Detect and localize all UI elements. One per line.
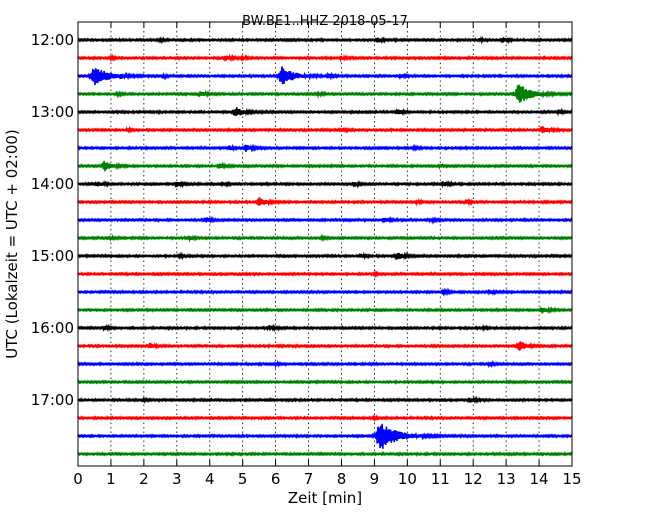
trace-1630 [77, 359, 573, 369]
trace-1430 [77, 215, 573, 225]
x-tick-label: 14 [530, 470, 549, 488]
x-axis: 0 1 2 3 4 5 6 7 8 9 10 11 12 13 14 15 [73, 22, 582, 488]
trace-1530 [77, 287, 573, 297]
trace-1645 [77, 379, 573, 385]
x-tick-label: 3 [172, 470, 182, 488]
trace-1700 [77, 395, 573, 405]
trace-1600 [77, 323, 573, 333]
y-axis: 12:00 13:00 14:00 15:00 16:00 17:00 [31, 31, 572, 409]
x-tick-label: 10 [398, 470, 417, 488]
x-tick-label: 5 [238, 470, 248, 488]
x-axis-label: Zeit [min] [288, 489, 362, 507]
y-tick-label: 15:00 [31, 247, 74, 265]
y-tick-label: 16:00 [31, 319, 74, 337]
grid-lines [110, 22, 540, 466]
x-tick-label: 7 [304, 470, 314, 488]
trace-1615 [77, 341, 573, 351]
x-tick-label: 4 [205, 470, 215, 488]
x-tick-label: 13 [497, 470, 516, 488]
x-tick-label: 12 [464, 470, 483, 488]
x-tick-label: 0 [73, 470, 83, 488]
trace-1230 [77, 66, 573, 86]
x-tick-label: 6 [271, 470, 281, 488]
y-axis-label: UTC (Lokalzeit = UTC + 02:00) [3, 129, 21, 359]
y-tick-label: 14:00 [31, 175, 74, 193]
x-tick-label: 11 [431, 470, 450, 488]
trace-1715 [77, 414, 573, 423]
y-tick-label: 12:00 [31, 31, 74, 49]
y-tick-label: 17:00 [31, 391, 74, 409]
trace-1745 [77, 451, 573, 457]
trace-1445 [77, 233, 573, 243]
x-tick-label: 8 [337, 470, 347, 488]
trace-1515 [77, 269, 573, 279]
x-tick-label: 9 [370, 470, 380, 488]
trace-1730 [77, 423, 573, 449]
trace-group [77, 35, 573, 457]
plot-frame [77, 21, 573, 467]
x-tick-label: 15 [562, 470, 581, 488]
trace-1215 [77, 53, 573, 63]
x-tick-label: 2 [139, 470, 149, 488]
trace-1415 [77, 197, 573, 207]
trace-1500 [77, 251, 573, 261]
trace-1315 [77, 125, 573, 135]
trace-1345 [77, 160, 573, 172]
x-tick-label: 1 [106, 470, 116, 488]
trace-1300 [77, 107, 573, 117]
trace-1400 [77, 179, 573, 189]
trace-1200 [77, 35, 573, 45]
y-tick-label: 13:00 [31, 103, 74, 121]
trace-1545 [77, 305, 573, 315]
trace-1245 [77, 84, 573, 103]
trace-1330 [77, 143, 573, 153]
